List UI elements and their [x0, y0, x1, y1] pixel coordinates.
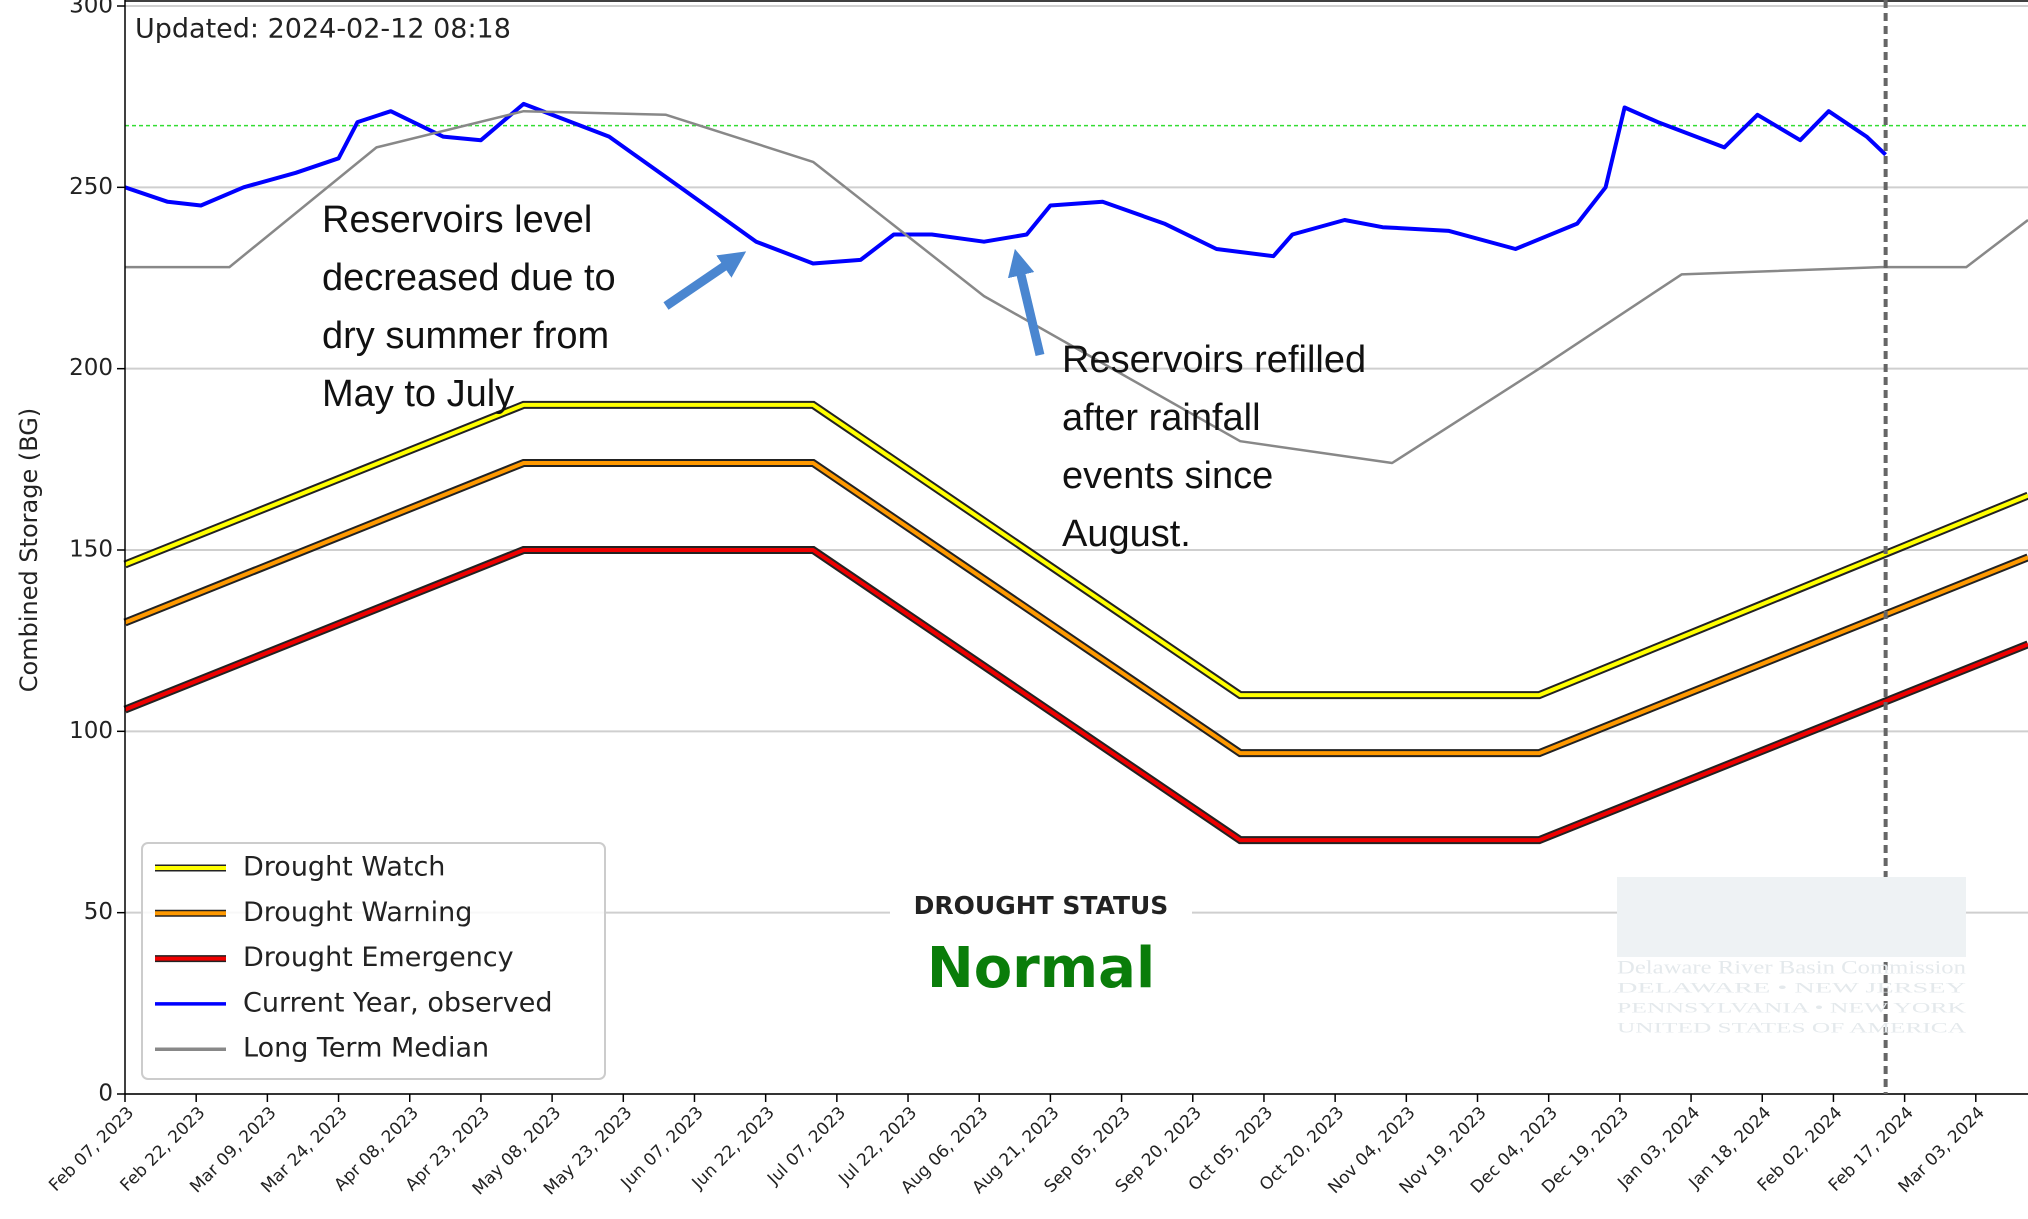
annotation-text: Reservoirs level: [322, 199, 592, 241]
legend-label: Drought Emergency: [243, 942, 514, 973]
y-tick-label: 150: [69, 537, 113, 563]
status-bg: [890, 885, 1192, 933]
logo-text: DELAWARE • NEW JERSEY: [1617, 980, 1966, 996]
series-line: [124, 101, 1887, 266]
updated-text: Updated: 2024-02-12 08:18: [135, 14, 511, 45]
legend-label: Current Year, observed: [243, 987, 553, 1018]
logo-text: UNITED STATES OF AMERICA: [1617, 1020, 1966, 1036]
annotation-text: dry summer from: [322, 315, 609, 357]
annotation-arrow: [663, 251, 747, 310]
legend-label: Long Term Median: [243, 1033, 489, 1064]
annotation-text: events since: [1062, 455, 1273, 497]
series-line: [124, 402, 2028, 698]
series-line: [124, 461, 2028, 756]
y-tick-label: 0: [98, 1081, 113, 1107]
annotation-text: May to July: [322, 373, 514, 415]
logo-text: Delaware River Basin Commission: [1617, 957, 1967, 978]
annotation-text: after rainfall: [1062, 397, 1261, 439]
logo-text: PENNSYLVANIA • NEW YORK: [1617, 1000, 1966, 1016]
series-line: [124, 548, 2028, 843]
status-value: Normal: [927, 936, 1155, 1001]
series-line: [125, 109, 2028, 465]
annotation-text: Reservoirs refilled: [1062, 339, 1366, 381]
logo-mark: [1617, 877, 1966, 957]
annotation-arrow: [1007, 248, 1045, 357]
legend-label: Drought Watch: [243, 852, 445, 883]
annotation-text: August.: [1062, 513, 1191, 555]
legend: Drought Watch Drought Warning Drought Emer…: [141, 842, 606, 1080]
legend-box: [141, 842, 606, 1080]
y-tick-label: 100: [69, 718, 113, 744]
y-tick-label: 300: [69, 0, 113, 19]
y-tick-label: 200: [69, 355, 113, 381]
y-axis-label: Combined Storage (BG): [15, 408, 43, 692]
y-tick-label: 50: [84, 899, 113, 925]
status-label: DROUGHT STATUS: [914, 891, 1169, 920]
legend-label: Drought Warning: [243, 897, 472, 928]
annotation-text: decreased due to: [322, 257, 616, 299]
y-tick-label: 250: [69, 174, 113, 200]
